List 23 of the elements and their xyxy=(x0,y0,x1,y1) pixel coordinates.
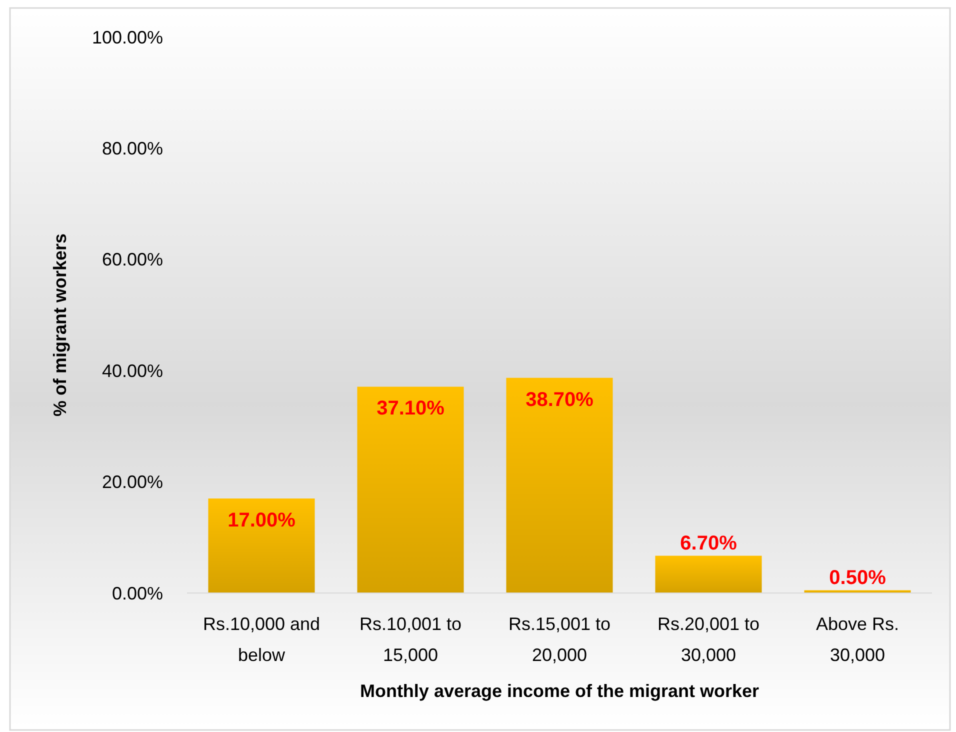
data-label: 38.70% xyxy=(526,388,594,411)
bar xyxy=(357,386,464,593)
y-tick-label: 100.00% xyxy=(92,27,163,48)
x-tick-label: Rs.10,001 to 15,000 xyxy=(359,614,462,665)
data-label: 37.10% xyxy=(376,398,445,420)
bar xyxy=(655,556,762,593)
y-tick-label: 60.00% xyxy=(102,250,163,270)
data-label: 6.70% xyxy=(680,532,738,555)
x-tick-label: Rs.20,001 to 30,000 xyxy=(657,614,760,665)
data-label: 0.50% xyxy=(829,567,886,590)
x-tick-label: Rs.15,001 to 20,000 xyxy=(508,614,611,665)
y-tick-label: 20.00% xyxy=(102,472,163,492)
bar xyxy=(506,378,613,593)
y-tick-label: 80.00% xyxy=(102,138,163,158)
x-axis-title: Monthly average income of the migrant worker xyxy=(360,681,760,701)
y-axis-title: % of migrant workers xyxy=(50,233,70,417)
x-tick-label: Above Rs. 30,000 xyxy=(816,614,900,665)
x-tick-label: Rs.10,000 and below xyxy=(202,614,320,665)
y-tick-label: 40.00% xyxy=(102,360,163,381)
data-label: 17.00% xyxy=(228,509,296,532)
y-tick-label: 0.00% xyxy=(112,583,163,604)
bar xyxy=(208,498,315,593)
bar xyxy=(804,590,911,593)
